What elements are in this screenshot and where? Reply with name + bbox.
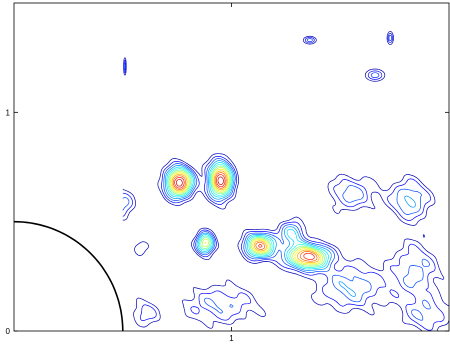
- isolated-contour-4: [124, 62, 126, 71]
- isolated-contour-2: [387, 33, 393, 43]
- contour-level-4: [165, 160, 416, 298]
- contour-layer: [122, 153, 450, 332]
- isolated-contour-3: [364, 68, 386, 82]
- isolated-contour-4: [123, 57, 127, 76]
- y-tick-label: 0: [6, 327, 11, 336]
- isolated-contour-4: [123, 59, 127, 73]
- isolated-contour-3: [367, 70, 383, 80]
- contour-level-13: [176, 176, 224, 187]
- isolated-contour-1: [302, 35, 317, 45]
- contour-level-6: [167, 163, 327, 268]
- contour-level-8: [169, 167, 323, 266]
- contour-level-5: [166, 162, 329, 270]
- isolated-contour-2: [386, 31, 394, 45]
- contour-level-12: [174, 174, 315, 260]
- y-tick-label: 1: [6, 108, 11, 117]
- isolated-contour-1: [306, 38, 313, 43]
- x-tick-label: 1: [229, 334, 234, 343]
- contour-level-3: [122, 158, 431, 321]
- contour-level-10: [171, 170, 320, 263]
- contour-level-11: [172, 172, 318, 262]
- isolated-contour-2: [388, 35, 392, 41]
- isolated-contour-3: [370, 72, 380, 78]
- contour-level-1: [122, 153, 450, 332]
- quarter-circle-arc: [13, 220, 124, 332]
- isolated-contour-layer: [123, 31, 394, 82]
- isolated-contour-1: [304, 37, 315, 44]
- contour-level-7: [168, 165, 325, 267]
- tick-layer: 1 0 1: [6, 3, 449, 343]
- contour-level-9: [170, 168, 322, 265]
- contour-level-2: [122, 155, 445, 331]
